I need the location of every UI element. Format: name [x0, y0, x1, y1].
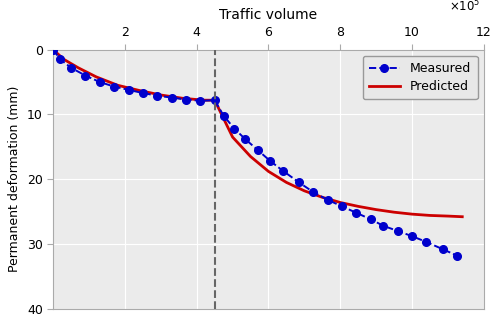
Measured [354, 211, 360, 215]
Predicted [76, 66, 82, 70]
Measured [254, 148, 260, 152]
Predicted [180, 96, 186, 100]
Measured [58, 58, 64, 61]
Predicted [93, 75, 99, 79]
Measured [380, 224, 386, 228]
Predicted [212, 98, 218, 102]
Predicted [302, 189, 308, 193]
Predicted [320, 195, 326, 199]
Measured [168, 96, 174, 99]
Predicted [158, 93, 164, 97]
Predicted [445, 214, 451, 218]
Measured [97, 80, 103, 84]
Predicted [201, 98, 207, 102]
Predicted [61, 58, 67, 61]
Measured [232, 127, 237, 131]
Predicted [409, 212, 415, 216]
Predicted [355, 204, 361, 208]
Measured [140, 91, 146, 95]
Measured [212, 98, 218, 102]
Measured [198, 99, 203, 103]
Legend: Measured, Predicted: Measured, Predicted [362, 56, 478, 99]
Measured [154, 94, 160, 98]
Measured [310, 190, 316, 194]
Measured [126, 88, 132, 92]
Measured [324, 198, 330, 202]
X-axis label: Traffic volume: Traffic volume [220, 8, 318, 22]
Predicted [248, 155, 254, 159]
Predicted [266, 169, 272, 173]
Measured [82, 74, 88, 78]
Predicted [427, 214, 433, 217]
Predicted [136, 88, 142, 92]
Measured [368, 217, 374, 221]
Measured [424, 240, 430, 244]
Measured [296, 180, 302, 184]
Measured [454, 254, 460, 257]
Measured [280, 169, 286, 173]
Measured [268, 159, 274, 163]
Measured [68, 66, 74, 70]
Measured [50, 48, 56, 52]
Y-axis label: Permanent deformation (mm): Permanent deformation (mm) [8, 86, 22, 272]
Measured [440, 247, 446, 251]
Measured [394, 229, 400, 233]
Predicted [50, 48, 56, 52]
Predicted [373, 208, 379, 212]
Predicted [460, 215, 466, 219]
Predicted [391, 210, 397, 214]
Measured [409, 234, 415, 238]
Measured [220, 114, 226, 118]
Line: Predicted: Predicted [53, 50, 463, 217]
Line: Measured: Measured [50, 46, 461, 259]
Predicted [230, 135, 235, 139]
Measured [339, 204, 345, 208]
Predicted [284, 180, 290, 184]
Measured [242, 137, 248, 141]
Predicted [338, 201, 344, 204]
Predicted [212, 98, 218, 102]
Measured [183, 98, 189, 101]
Text: $\times10^5$: $\times10^5$ [448, 0, 480, 15]
Predicted [115, 83, 121, 87]
Measured [111, 84, 117, 88]
